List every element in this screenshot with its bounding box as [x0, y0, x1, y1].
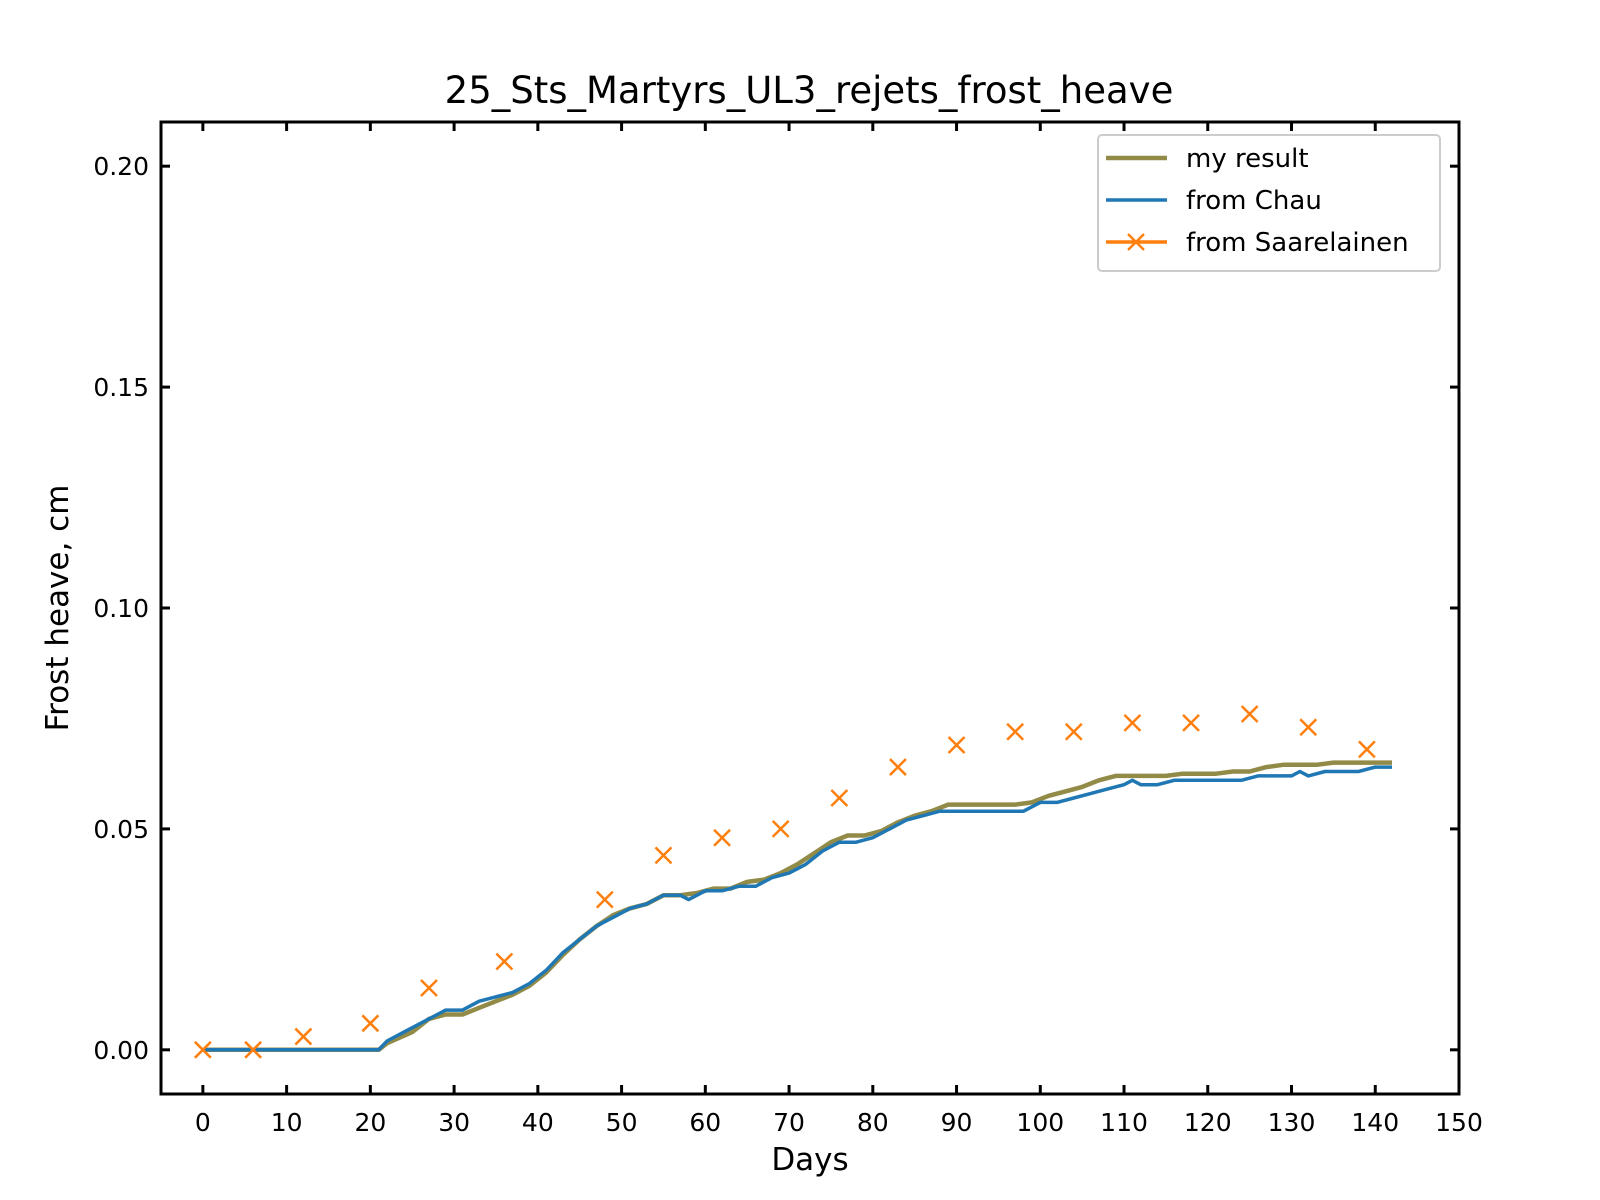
data-point-from-saarelainen: [771, 820, 790, 838]
x-tick-label: 70: [773, 1108, 805, 1137]
data-point-from-saarelainen: [1299, 718, 1318, 737]
data-point-from-saarelainen: [193, 1040, 212, 1059]
x-tick-label: 60: [689, 1108, 721, 1137]
plot-frame: [159, 120, 1461, 1096]
legend-label-from-chau: from Chau: [1186, 186, 1322, 216]
legend-box: [1097, 134, 1441, 272]
data-point-from-saarelainen: [244, 1040, 263, 1059]
data-point-from-saarelainen: [1006, 722, 1025, 741]
data-point-from-saarelainen: [947, 736, 966, 754]
legend-marker: [1127, 233, 1145, 251]
x-tick-label: 120: [1184, 1108, 1232, 1137]
data-point-from-saarelainen: [361, 1014, 380, 1033]
data-point-from-saarelainen: [654, 846, 673, 865]
data-point-from-saarelainen: [1064, 722, 1083, 741]
x-tick-label: 100: [1016, 1108, 1064, 1137]
y-tick-label: 0.10: [93, 594, 149, 623]
data-point-from-saarelainen: [294, 1027, 313, 1046]
y-tick-label: 0.00: [93, 1036, 149, 1065]
data-point-from-saarelainen: [595, 890, 614, 909]
y-tick-label: 0.05: [93, 815, 149, 844]
data-point-from-saarelainen: [1358, 740, 1376, 759]
data-point-from-saarelainen: [1182, 713, 1200, 732]
data-point-from-saarelainen: [830, 789, 849, 807]
x-tick-label: 140: [1351, 1108, 1399, 1137]
y-tick-label: 0.15: [93, 373, 149, 402]
y-tick-label: 0.20: [93, 152, 149, 181]
x-tick-label: 150: [1435, 1108, 1483, 1137]
data-point-from-saarelainen: [420, 979, 438, 997]
data-point-from-saarelainen: [889, 758, 907, 776]
legend: my result from Chau from Saarelainen: [1097, 134, 1441, 272]
x-tick-label: 30: [438, 1108, 470, 1137]
x-tick-label: 40: [522, 1108, 554, 1137]
x-tick-label: 80: [857, 1108, 889, 1137]
x-tick-label: 130: [1268, 1108, 1316, 1137]
data-point-from-saarelainen: [713, 828, 731, 847]
chart-title: 25_Sts_Martyrs_UL3_rejets_frost_heave: [445, 69, 1174, 112]
legend-label-my-result: my result: [1186, 144, 1309, 174]
x-tick-label: 110: [1100, 1108, 1148, 1137]
data-point-from-saarelainen: [1123, 713, 1142, 732]
series-line-my-result: [202, 760, 1392, 1053]
x-tick-label: 50: [606, 1108, 638, 1137]
data-point-from-saarelainen: [495, 952, 514, 971]
x-axis-label: Days: [771, 1142, 848, 1178]
x-tick-label: 20: [354, 1108, 386, 1137]
y-axis-label: Frost heave, cm: [40, 485, 76, 732]
x-tick-label: 90: [941, 1108, 973, 1137]
legend-label-from-saarelainen: from Saarelainen: [1186, 228, 1409, 258]
x-tick-label: 0: [195, 1108, 211, 1137]
series-line-from-chau: [202, 765, 1392, 1052]
data-point-from-saarelainen: [1240, 705, 1259, 723]
x-tick-label: 10: [271, 1108, 303, 1137]
